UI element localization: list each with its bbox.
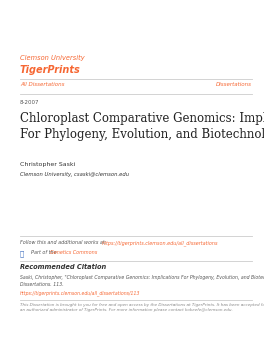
Text: Recommended Citation: Recommended Citation: [20, 264, 106, 270]
Text: Christopher Saski: Christopher Saski: [20, 162, 76, 167]
Text: TigerPrints: TigerPrints: [20, 65, 81, 75]
Text: Genetics Commons: Genetics Commons: [50, 250, 97, 255]
Text: Ⓒ: Ⓒ: [20, 250, 24, 257]
Text: Dissertations: Dissertations: [216, 82, 252, 87]
Text: Part of the: Part of the: [31, 250, 58, 255]
Text: https://tigerprints.clemson.edu/all_dissertations: https://tigerprints.clemson.edu/all_diss…: [102, 240, 219, 246]
Text: 8-2007: 8-2007: [20, 100, 40, 105]
Text: Clemson University: Clemson University: [20, 55, 85, 61]
Text: Clemson University, csaski@clemson.edu: Clemson University, csaski@clemson.edu: [20, 172, 129, 177]
Text: Follow this and additional works at:: Follow this and additional works at:: [20, 240, 108, 245]
Text: https://tigerprints.clemson.edu/all_dissertations/113: https://tigerprints.clemson.edu/all_diss…: [20, 290, 140, 296]
Text: Saski, Christopher, "Chloroplast Comparative Genomics: Implications For Phylogen: Saski, Christopher, "Chloroplast Compara…: [20, 275, 264, 286]
Text: This Dissertation is brought to you for free and open access by the Dissertation: This Dissertation is brought to you for …: [20, 303, 264, 312]
Text: All Dissertations: All Dissertations: [20, 82, 64, 87]
Text: Chloroplast Comparative Genomics: Implications
For Phylogeny, Evolution, and Bio: Chloroplast Comparative Genomics: Implic…: [20, 112, 264, 141]
